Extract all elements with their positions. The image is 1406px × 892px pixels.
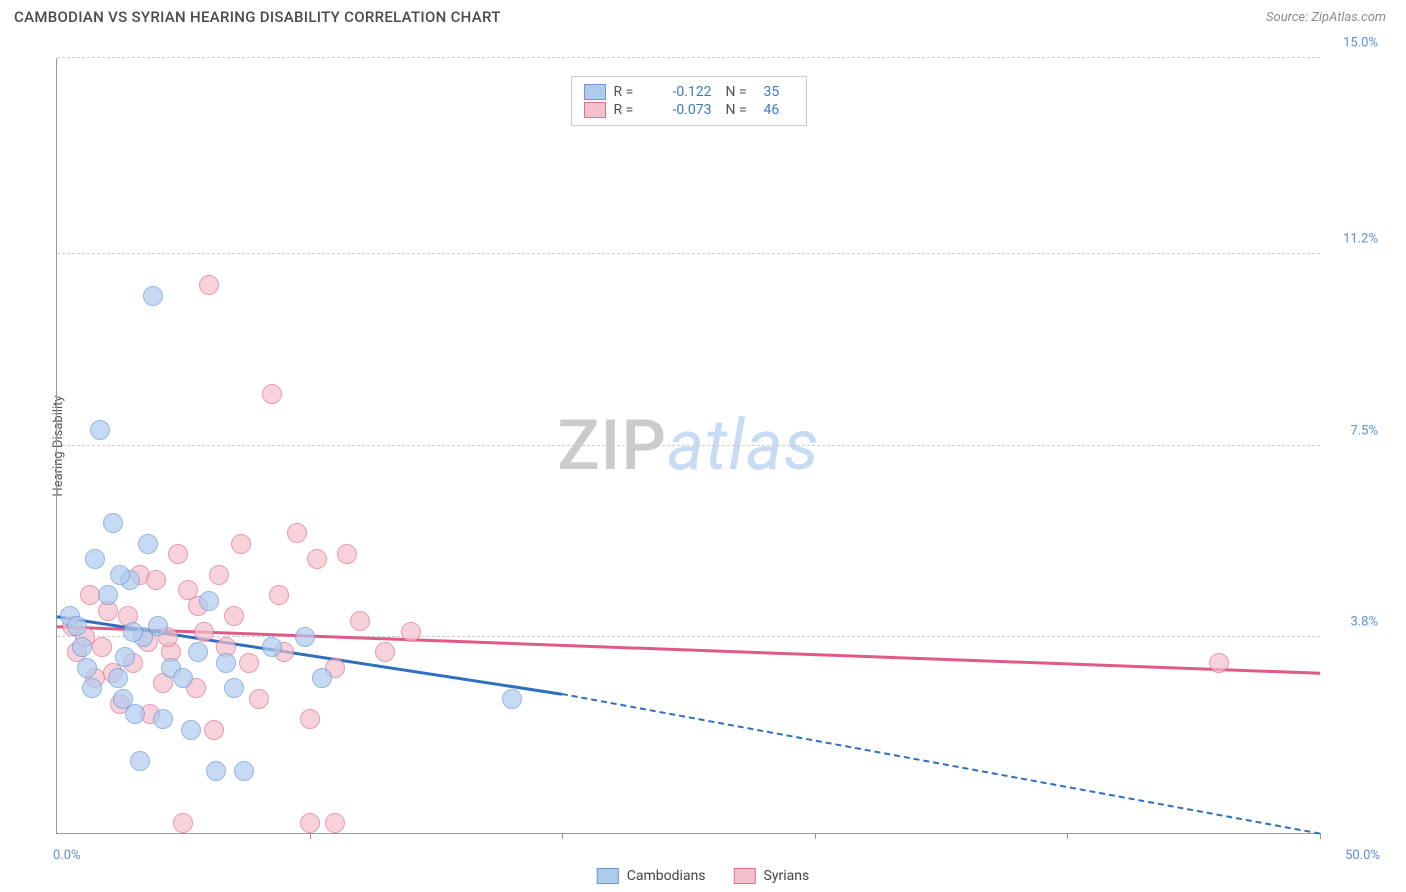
r-label: R = xyxy=(614,84,644,100)
chart-area: Hearing Disability ZIPatlas R = -0.122 N… xyxy=(14,40,1392,852)
n-value-cambodians: 35 xyxy=(764,84,794,100)
data-point-cambodians xyxy=(143,286,163,306)
data-point-cambodians xyxy=(502,689,522,709)
data-point-cambodians xyxy=(115,647,135,667)
data-point-cambodians xyxy=(224,678,244,698)
data-point-syrians xyxy=(199,275,219,295)
gridline xyxy=(57,445,1320,446)
data-point-cambodians xyxy=(181,720,201,740)
data-point-syrians xyxy=(1209,653,1229,673)
r-value-syrians: -0.073 xyxy=(652,102,712,118)
regression-line xyxy=(562,693,1320,834)
y-tick-label: 7.5% xyxy=(1328,423,1378,438)
r-label: R = xyxy=(614,102,644,118)
data-point-cambodians xyxy=(103,513,123,533)
data-point-cambodians xyxy=(206,761,226,781)
legend-label-cambodians: Cambodians xyxy=(627,868,706,884)
legend-row-cambodians: R = -0.122 N = 35 xyxy=(584,83,794,101)
data-point-cambodians xyxy=(98,585,118,605)
data-point-cambodians xyxy=(173,668,193,688)
data-point-cambodians xyxy=(110,565,130,585)
series-legend: Cambodians Syrians xyxy=(597,868,809,884)
data-point-cambodians xyxy=(188,642,208,662)
plot-region: ZIPatlas R = -0.122 N = 35 R = -0.073 N … xyxy=(56,58,1320,834)
data-point-syrians xyxy=(300,813,320,833)
data-point-syrians xyxy=(92,637,112,657)
data-point-cambodians xyxy=(85,549,105,569)
data-point-cambodians xyxy=(125,704,145,724)
x-axis-min-label: 0.0% xyxy=(53,848,81,863)
x-tick-mark xyxy=(1320,833,1321,839)
gridline xyxy=(57,636,1320,637)
legend-row-syrians: R = -0.073 N = 46 xyxy=(584,101,794,119)
data-point-syrians xyxy=(146,570,166,590)
data-point-syrians xyxy=(307,549,327,569)
y-tick-label: 11.2% xyxy=(1328,232,1378,247)
legend-item-syrians: Syrians xyxy=(734,868,810,884)
n-label: N = xyxy=(726,102,756,118)
watermark-atlas: atlas xyxy=(667,405,820,487)
x-tick-mark xyxy=(815,833,816,839)
data-point-syrians xyxy=(168,544,188,564)
x-tick-mark xyxy=(310,833,311,839)
data-point-syrians xyxy=(231,534,251,554)
data-point-syrians xyxy=(224,606,244,626)
data-point-cambodians xyxy=(138,534,158,554)
data-point-cambodians xyxy=(216,653,236,673)
x-tick-mark xyxy=(1067,833,1068,839)
r-value-cambodians: -0.122 xyxy=(652,84,712,100)
watermark-zip: ZIP xyxy=(557,405,667,487)
data-point-syrians xyxy=(209,565,229,585)
x-axis-max-label: 50.0% xyxy=(1330,848,1380,863)
data-point-cambodians xyxy=(295,627,315,647)
data-point-cambodians xyxy=(312,668,332,688)
data-point-cambodians xyxy=(67,616,87,636)
data-point-cambodians xyxy=(262,637,282,657)
chart-source: Source: ZipAtlas.com xyxy=(1266,10,1386,25)
gridline xyxy=(57,57,1320,58)
data-point-cambodians xyxy=(90,420,110,440)
data-point-cambodians xyxy=(77,658,97,678)
legend-swatch-syrians xyxy=(734,868,756,884)
data-point-syrians xyxy=(194,622,214,642)
legend-swatch-cambodians xyxy=(597,868,619,884)
chart-header: CAMBODIAN VS SYRIAN HEARING DISABILITY C… xyxy=(0,0,1406,34)
data-point-syrians xyxy=(300,709,320,729)
data-point-syrians xyxy=(249,689,269,709)
legend-item-cambodians: Cambodians xyxy=(597,868,706,884)
data-point-syrians xyxy=(262,384,282,404)
y-tick-label: 3.8% xyxy=(1328,614,1378,629)
n-label: N = xyxy=(726,84,756,100)
legend-label-syrians: Syrians xyxy=(764,868,810,884)
data-point-syrians xyxy=(375,642,395,662)
data-point-syrians xyxy=(350,611,370,631)
watermark: ZIPatlas xyxy=(557,405,819,487)
data-point-cambodians xyxy=(199,591,219,611)
data-point-syrians xyxy=(337,544,357,564)
data-point-cambodians xyxy=(82,678,102,698)
data-point-syrians xyxy=(287,523,307,543)
data-point-syrians xyxy=(401,622,421,642)
x-tick-mark xyxy=(562,833,563,839)
n-value-syrians: 46 xyxy=(764,102,794,118)
data-point-syrians xyxy=(239,653,259,673)
data-point-cambodians xyxy=(234,761,254,781)
data-point-cambodians xyxy=(148,616,168,636)
data-point-syrians xyxy=(269,585,289,605)
data-point-cambodians xyxy=(153,709,173,729)
data-point-syrians xyxy=(325,813,345,833)
data-point-cambodians xyxy=(123,622,143,642)
data-point-syrians xyxy=(204,720,224,740)
legend-swatch-syrians xyxy=(584,102,606,118)
legend-swatch-cambodians xyxy=(584,84,606,100)
data-point-cambodians xyxy=(108,668,128,688)
data-point-syrians xyxy=(173,813,193,833)
chart-title: CAMBODIAN VS SYRIAN HEARING DISABILITY C… xyxy=(14,8,501,26)
data-point-cambodians xyxy=(72,637,92,657)
gridline xyxy=(57,253,1320,254)
data-point-cambodians xyxy=(130,751,150,771)
correlation-legend: R = -0.122 N = 35 R = -0.073 N = 46 xyxy=(571,76,807,126)
y-tick-label: 15.0% xyxy=(1328,36,1378,51)
